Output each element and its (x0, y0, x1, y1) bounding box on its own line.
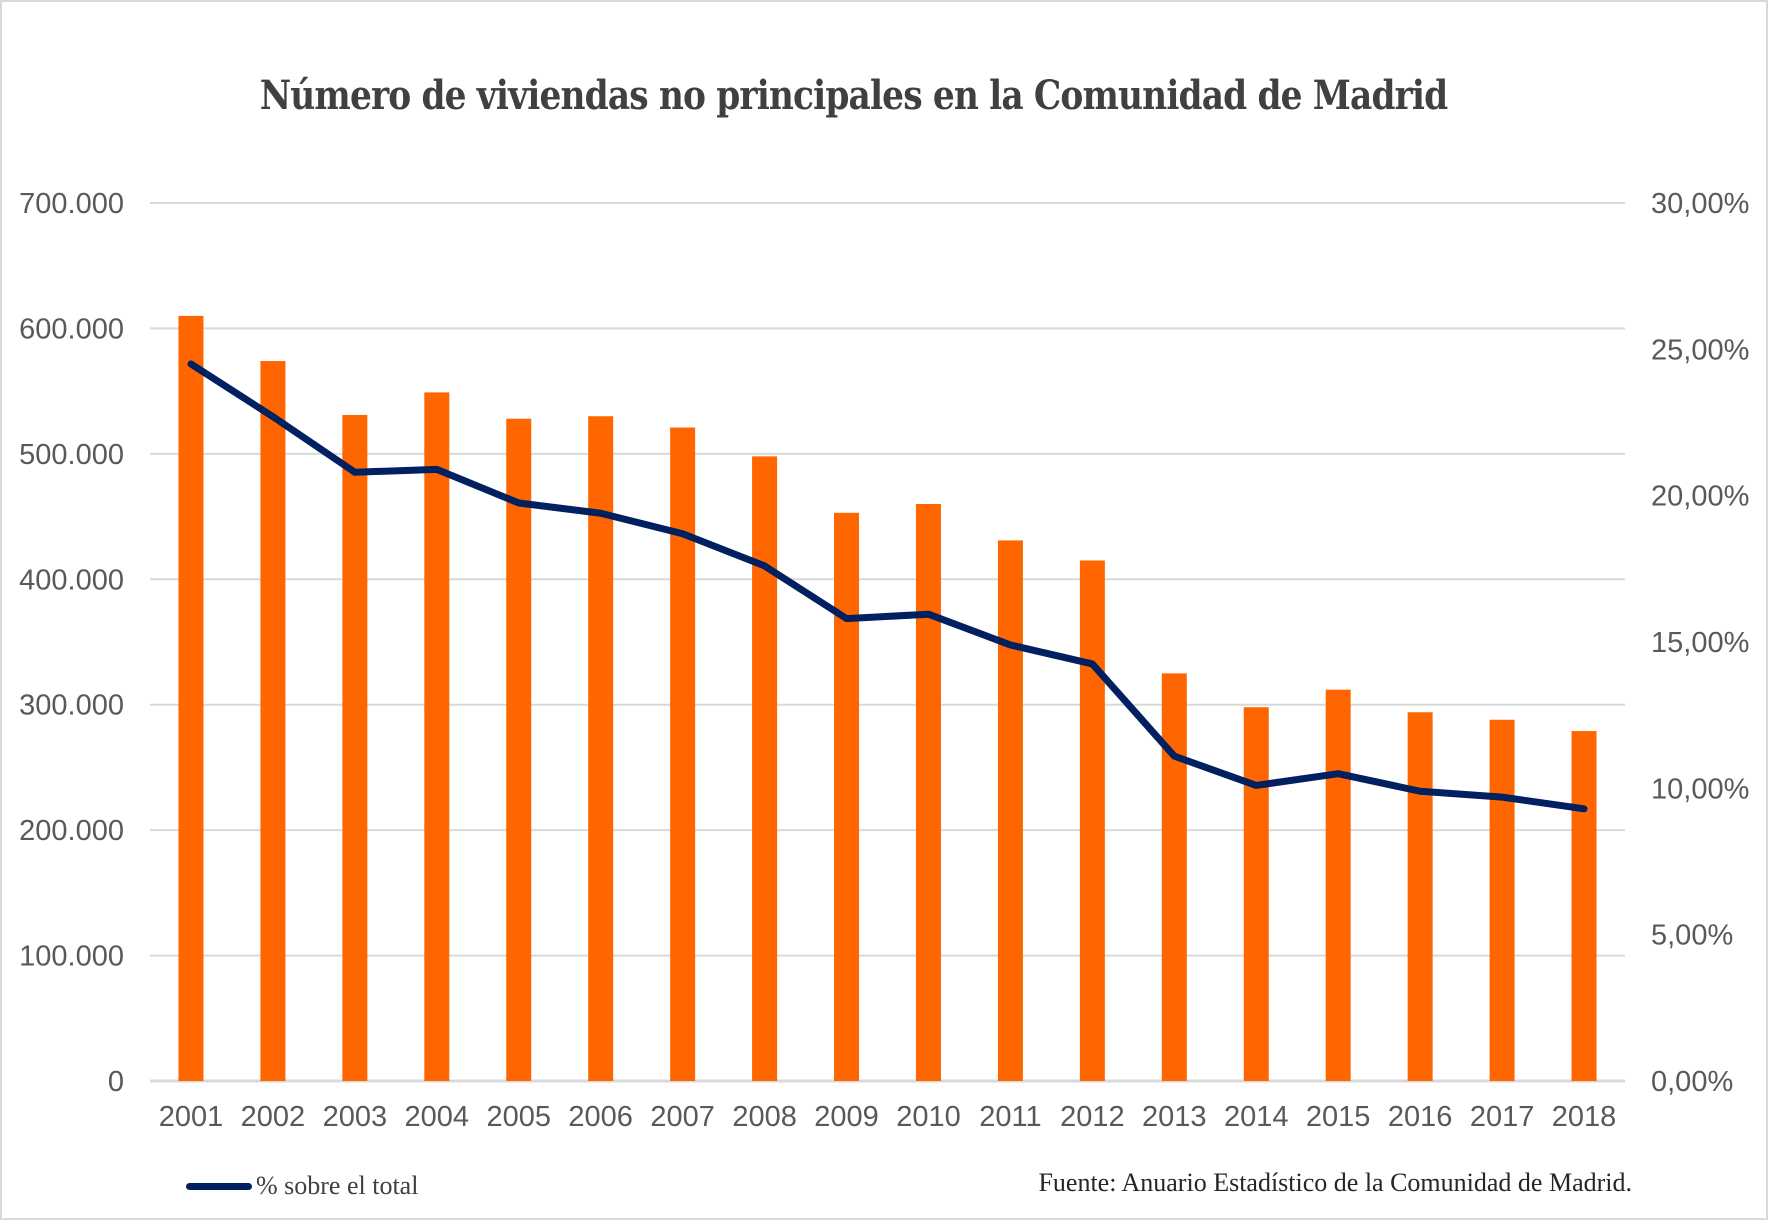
x-tick-label: 2008 (732, 1101, 797, 1133)
y-tick-label-right: 0,00% (1651, 1066, 1733, 1098)
y-tick-label-left: 400.000 (19, 564, 124, 596)
y-axis-right: 0,00% 5,00% 10,00% 15,00% 20,00% 25,00% 30,00% (1651, 188, 1749, 1098)
y-tick-label-left: 200.000 (19, 815, 124, 847)
bar (834, 512, 860, 1081)
bar (1489, 719, 1515, 1081)
line-series (187, 360, 1588, 813)
x-tick-label: 2016 (1388, 1101, 1453, 1133)
bar (1325, 689, 1351, 1081)
x-axis: 2001 2002 2003 2004 2005 2006 2007 2008 2009 2010… (159, 1101, 1617, 1133)
x-tick-label: 2012 (1060, 1101, 1125, 1133)
y-tick-label-right: 5,00% (1651, 920, 1733, 952)
y-tick-label-right: 30,00% (1651, 188, 1749, 220)
bar (1161, 673, 1187, 1081)
x-tick-label: 2018 (1552, 1101, 1617, 1133)
y-tick-label-left: 600.000 (19, 313, 124, 345)
legend-label: % sobre el total (256, 1171, 419, 1200)
x-tick-label: 2006 (568, 1101, 633, 1133)
y-tick-label-right: 20,00% (1651, 481, 1749, 513)
bar (588, 416, 614, 1081)
x-tick-label: 2002 (241, 1101, 306, 1133)
y-tick-label-right: 25,00% (1651, 334, 1749, 366)
y-tick-label-right: 10,00% (1651, 773, 1749, 805)
y-tick-label-left: 100.000 (19, 941, 124, 973)
bar (1571, 731, 1597, 1081)
bar (178, 315, 204, 1081)
line-pct-total (187, 360, 1588, 813)
bar (1407, 712, 1433, 1081)
y-axis-left: 0 100.000 200.000 300.000 400.000 500.000 600.… (19, 188, 124, 1098)
x-tick-label: 2009 (814, 1101, 879, 1133)
source-note: Fuente: Anuario Estadístico de la Comuni… (1038, 1168, 1632, 1197)
x-tick-label: 2005 (486, 1101, 551, 1133)
x-tick-label: 2007 (650, 1101, 715, 1133)
x-tick-label: 2011 (979, 1101, 1041, 1133)
bar (752, 456, 778, 1081)
bar (506, 418, 532, 1081)
bar (670, 427, 696, 1081)
x-tick-label: 2001 (159, 1101, 224, 1133)
bar-series (178, 315, 1597, 1082)
bar (1243, 707, 1269, 1081)
gridlines (150, 202, 1625, 1083)
legend: % sobre el total (186, 1166, 418, 1206)
y-tick-label-left: 500.000 (19, 439, 124, 471)
y-tick-label-right: 15,00% (1651, 627, 1749, 659)
bar (342, 414, 368, 1082)
bar (1079, 560, 1105, 1081)
x-tick-label: 2004 (405, 1101, 470, 1133)
y-tick-label-left: 300.000 (19, 690, 124, 722)
legend-line-swatch (186, 1182, 252, 1190)
bar (424, 392, 450, 1081)
bar (260, 361, 286, 1081)
x-tick-label: 2014 (1224, 1101, 1289, 1133)
x-tick-label: 2015 (1306, 1101, 1371, 1133)
y-tick-label-left: 700.000 (19, 188, 124, 220)
y-tick-label-left: 0 (108, 1066, 124, 1098)
chart-title: Número de viviendas no principales en la… (259, 72, 1448, 119)
bar (997, 540, 1023, 1081)
x-tick-label: 2013 (1142, 1101, 1207, 1133)
x-tick-label: 2010 (896, 1101, 961, 1133)
x-tick-label: 2003 (323, 1101, 388, 1133)
bar (915, 504, 941, 1081)
x-tick-label: 2017 (1470, 1101, 1535, 1133)
